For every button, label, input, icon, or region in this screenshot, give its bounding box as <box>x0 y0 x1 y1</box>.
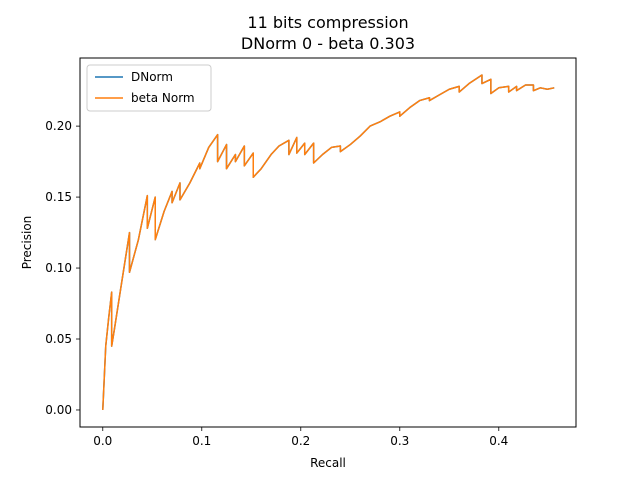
y-axis: 0.00 0.05 0.10 0.15 0.20 <box>45 119 80 417</box>
chart-subtitle: DNorm 0 - beta 0.303 <box>241 34 415 53</box>
x-tick-label: 0.2 <box>291 434 310 448</box>
y-axis-label: Precision <box>20 216 34 270</box>
y-tick-label: 0.10 <box>45 261 72 275</box>
x-axis-label: Recall <box>310 456 346 470</box>
y-tick-label: 0.20 <box>45 119 72 133</box>
series-line-beta-norm <box>102 74 555 411</box>
x-tick-label: 0.1 <box>192 434 211 448</box>
y-tick-label: 0.15 <box>45 190 72 204</box>
axes-frame <box>79 57 577 428</box>
plot-background <box>80 58 576 427</box>
plot-area <box>80 58 576 427</box>
axes-spines <box>79 57 577 428</box>
legend-label-beta-norm: beta Norm <box>131 91 195 105</box>
chart-title: 11 bits compression <box>247 13 408 32</box>
x-tick-label: 0.0 <box>93 434 112 448</box>
y-tick-label: 0.00 <box>45 403 72 417</box>
x-tick-label: 0.4 <box>489 434 508 448</box>
x-axis: 0.0 0.1 0.2 0.3 0.4 <box>93 427 508 448</box>
legend: DNorm beta Norm <box>86 64 212 112</box>
legend-label-dnorm: DNorm <box>131 70 173 84</box>
series-layer <box>102 74 555 411</box>
x-tick-label: 0.3 <box>390 434 409 448</box>
y-tick-label: 0.05 <box>45 332 72 346</box>
